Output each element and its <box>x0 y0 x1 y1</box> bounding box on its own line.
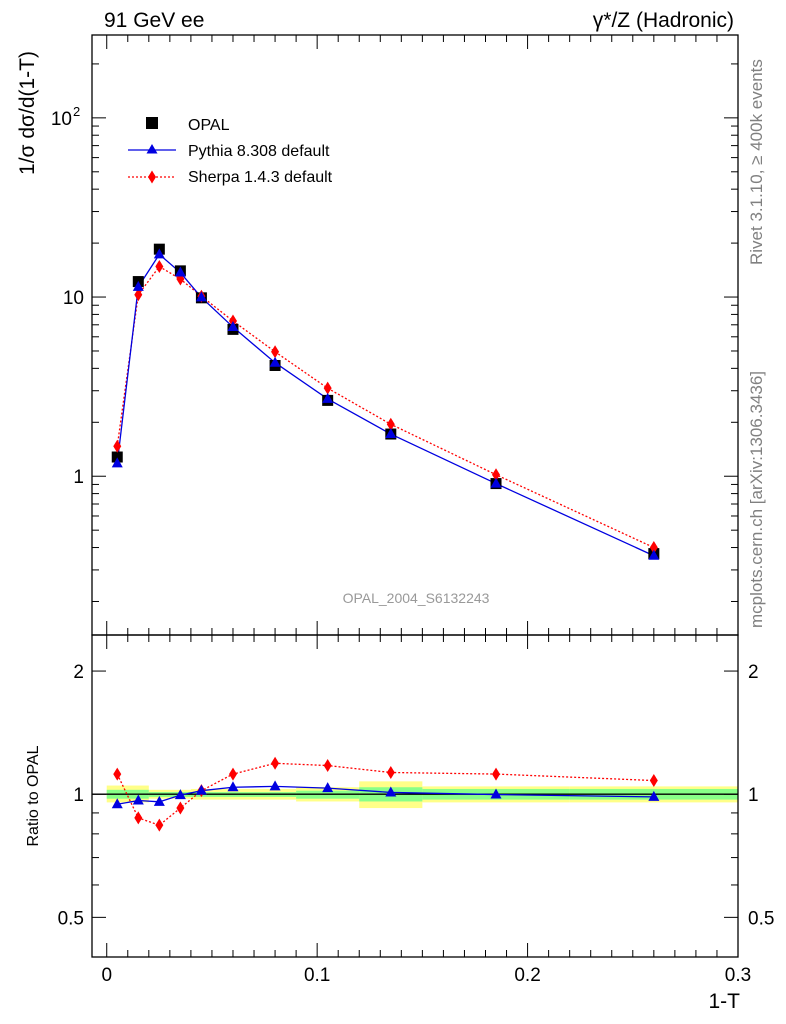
sherpa-point <box>113 439 122 453</box>
title-right: γ*/Z (Hadronic) <box>593 9 734 32</box>
ratio-panel-frame <box>91 634 739 958</box>
pythia-ratio-point <box>648 790 660 801</box>
sherpa-point <box>386 417 395 431</box>
pythia-ratio-point <box>153 795 165 806</box>
sherpa-ratio-point <box>228 767 237 781</box>
legend-label-opal: OPAL <box>188 117 230 134</box>
pythia-point <box>132 280 144 291</box>
ratio-y-axis-label: Ratio to OPAL <box>25 745 42 846</box>
ratio-y-tick-label-right: 2 <box>748 662 759 683</box>
pythia-ratio-point <box>111 798 123 809</box>
ratio-panel-series <box>111 756 660 832</box>
mcplots-label: mcplots.cern.ch [arXiv:1306.3436] <box>747 371 766 628</box>
pythia-point <box>269 356 281 367</box>
main-y-tick-label: 1 <box>73 467 84 488</box>
legend-label-sherpa: Sherpa 1.4.3 default <box>188 169 333 186</box>
sherpa-line <box>116 265 655 549</box>
sherpa-point <box>492 468 501 482</box>
ratio-y-tick-label: 1 <box>73 785 84 806</box>
legend-marker-pythia <box>146 144 158 154</box>
analysis-watermark: OPAL_2004_S6132243 <box>343 590 490 606</box>
sherpa-ratio-point <box>492 767 501 781</box>
pythia-point <box>322 392 334 403</box>
sherpa-ratio-point <box>113 767 122 781</box>
ratio-uncertainty-bands <box>92 781 738 809</box>
x-tick-label: 0.3 <box>725 965 751 986</box>
main-y-axis-label: 1/σ dσ/d(1-T) <box>16 51 39 175</box>
rivet-version-label: Rivet 3.1.10, ≥ 400k events <box>747 59 766 265</box>
pythia-ratio-point <box>174 789 186 800</box>
sherpa-ratio-point <box>155 818 164 832</box>
ratio-y-tick-label: 2 <box>73 662 84 683</box>
sherpa-ratio-point <box>323 759 332 773</box>
sherpa-ratio-point <box>176 801 185 815</box>
sherpa-point <box>134 288 143 302</box>
x-axis-label: 1-T <box>709 990 741 1013</box>
pythia-point <box>111 457 123 468</box>
pythia-ratio-point <box>269 780 281 791</box>
legend: OPAL Pythia 8.308 default Sherpa 1.4.3 d… <box>128 117 333 186</box>
ratio-y-tick-label: 0.5 <box>58 908 84 929</box>
main-y-tick-label: 10 <box>63 288 84 309</box>
sherpa-ratio-point <box>134 811 143 825</box>
pythia-point <box>227 321 239 332</box>
legend-marker-sherpa <box>148 170 156 184</box>
main-y-tick-label: 10 <box>51 109 72 130</box>
pythia-point <box>490 477 502 488</box>
pythia-ratio-point <box>132 794 144 805</box>
pythia-ratio-point <box>322 782 334 793</box>
pythia-point <box>385 428 397 439</box>
pythia-point <box>174 266 186 277</box>
ratio-y-tick-label-right: 1 <box>748 785 759 806</box>
pythia-point <box>648 549 660 560</box>
title-left: 91 GeV ee <box>104 9 204 32</box>
legend-marker-opal <box>146 117 158 129</box>
pythia-ratio-point <box>385 786 397 797</box>
pythia-point <box>153 248 165 259</box>
pythia-ratio-point <box>227 781 239 792</box>
sherpa-point <box>155 260 164 274</box>
sherpa-point <box>271 345 280 359</box>
sherpa-point <box>323 381 332 395</box>
main-y-tick-exponent: 2 <box>73 104 80 119</box>
pythia-ratio-point <box>195 784 207 795</box>
sherpa-ratio-point <box>649 774 658 788</box>
pythia-point <box>195 291 207 302</box>
x-tick-label: 0.2 <box>514 965 540 986</box>
pythia-ratio-point <box>490 788 502 799</box>
legend-label-pythia: Pythia 8.308 default <box>188 143 330 160</box>
sherpa-ratio-point <box>271 756 280 770</box>
main-panel-series <box>111 243 660 560</box>
opal-point <box>111 451 123 463</box>
x-tick-label: 0.1 <box>304 965 330 986</box>
sherpa-point <box>649 541 658 555</box>
x-tick-label: 0 <box>101 965 112 986</box>
sherpa-ratio-point <box>386 765 395 779</box>
sherpa-point <box>228 314 237 328</box>
ratio-y-tick-label-right: 0.5 <box>748 908 774 929</box>
